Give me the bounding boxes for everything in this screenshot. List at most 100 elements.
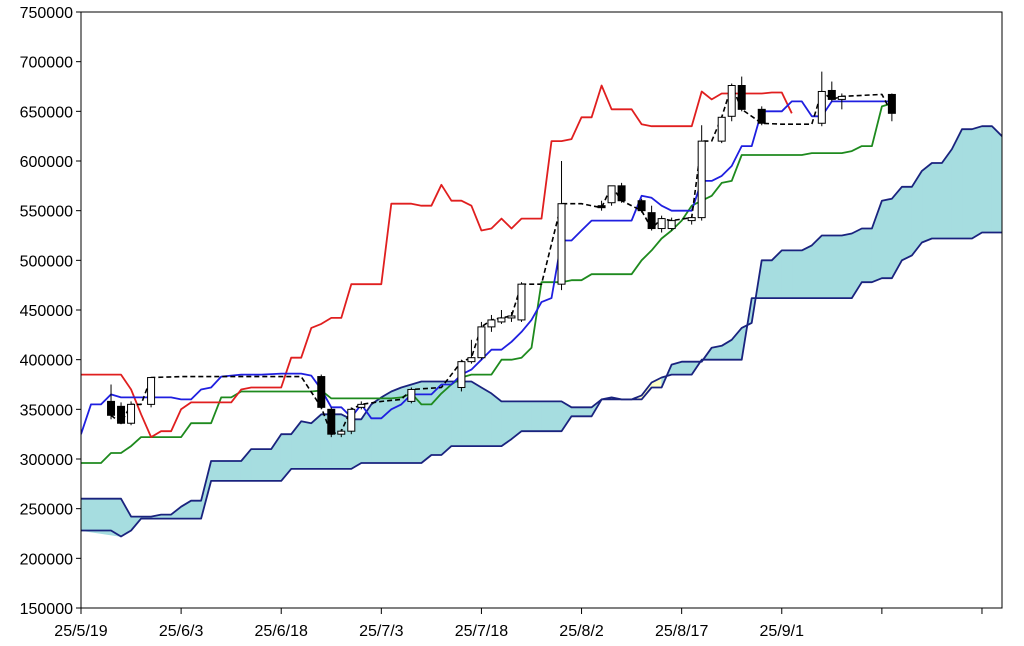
candle-body-up bbox=[657, 218, 666, 230]
cloud-segment bbox=[961, 128, 973, 239]
cloud-segment bbox=[901, 186, 913, 261]
cloud-segment bbox=[831, 235, 843, 299]
candle-body-up bbox=[727, 85, 736, 117]
cloud-segment bbox=[851, 228, 863, 300]
candle bbox=[337, 429, 346, 438]
candle bbox=[517, 282, 526, 322]
x-tick-label: 25/9/1 bbox=[760, 623, 805, 640]
candle bbox=[327, 407, 336, 438]
y-tick-label: 550000 bbox=[20, 204, 73, 221]
cloud-segment bbox=[471, 380, 482, 447]
chikou-span-line bbox=[81, 102, 893, 464]
tenkan-line bbox=[81, 100, 892, 435]
candle-body-up bbox=[357, 403, 366, 408]
cloud-segment bbox=[210, 460, 222, 482]
y-tick-label: 250000 bbox=[20, 502, 73, 519]
candle bbox=[617, 182, 626, 203]
candle-body-up bbox=[517, 283, 526, 321]
y-tick-label: 450000 bbox=[20, 303, 73, 320]
candle-body-down bbox=[737, 85, 746, 110]
candle bbox=[347, 407, 356, 435]
kumo-cloud bbox=[81, 125, 1002, 538]
candle bbox=[117, 402, 126, 425]
y-tick-label: 400000 bbox=[20, 353, 73, 370]
candle bbox=[467, 339, 476, 364]
cloud-segment bbox=[821, 235, 833, 299]
candle bbox=[127, 401, 136, 426]
close-dashed-line bbox=[110, 84, 893, 436]
candle bbox=[607, 185, 616, 206]
senkou-span-lines bbox=[81, 125, 1002, 538]
cloud-segment bbox=[991, 125, 1002, 233]
cloud-segment bbox=[491, 392, 502, 447]
cloud-segment bbox=[791, 250, 803, 299]
candle-body-down bbox=[597, 205, 606, 209]
cloud-segment bbox=[190, 500, 202, 519]
x-tick-label: 25/6/3 bbox=[159, 623, 204, 640]
candle-body-down bbox=[887, 93, 896, 114]
candle bbox=[637, 198, 646, 213]
candle-body-up bbox=[817, 90, 826, 124]
candle bbox=[597, 200, 606, 211]
cloud-segment bbox=[681, 361, 692, 375]
tenkan-sen-line bbox=[81, 100, 892, 435]
cloud-segment bbox=[521, 401, 532, 432]
cloud-segment bbox=[300, 420, 312, 470]
cloud-segment bbox=[981, 125, 993, 233]
y-tick-label: 750000 bbox=[20, 5, 73, 22]
candle-body-up bbox=[467, 357, 476, 363]
cloud-segment bbox=[861, 228, 873, 283]
candle-body-down bbox=[107, 400, 116, 416]
cloud-segment bbox=[931, 162, 943, 239]
cloud-segment bbox=[541, 401, 552, 432]
candle-body-up bbox=[697, 140, 706, 219]
cloud-segment bbox=[801, 244, 813, 299]
candle bbox=[697, 125, 706, 221]
candle-body-up bbox=[347, 408, 356, 432]
candle-body-up bbox=[497, 317, 506, 323]
cloud-segment bbox=[921, 162, 933, 243]
cloud-segment bbox=[461, 381, 472, 447]
y-tick-label: 700000 bbox=[20, 55, 73, 72]
kijun-line bbox=[81, 84, 793, 439]
senkou-span-a-line bbox=[81, 125, 1002, 518]
candle-body-up bbox=[147, 377, 156, 405]
candle bbox=[647, 205, 656, 231]
candle bbox=[477, 321, 486, 360]
candle-body-up bbox=[837, 95, 846, 100]
candle bbox=[147, 377, 156, 408]
x-tick-label: 25/7/18 bbox=[455, 623, 508, 640]
cloud-segment bbox=[941, 148, 953, 239]
candle-body-down bbox=[647, 212, 656, 230]
y-axis-ticks: 150000 200000 250000 300000 350000 400000 4500… bbox=[20, 5, 81, 618]
candle bbox=[887, 93, 896, 122]
x-axis-ticks: 25/5/19 25/6/3 25/6/18 25/7/3 25/7/18 25/8/2 2… bbox=[54, 608, 983, 640]
candle-body-down bbox=[117, 405, 126, 424]
candle bbox=[717, 116, 726, 144]
cloud-segment bbox=[531, 401, 542, 432]
cloud-segment bbox=[451, 381, 462, 447]
x-tick-label: 25/8/2 bbox=[559, 623, 604, 640]
candle-body-up bbox=[337, 430, 346, 435]
candle bbox=[457, 359, 466, 392]
candle bbox=[657, 215, 666, 233]
cloud-segment bbox=[841, 233, 853, 299]
y-tick-label: 200000 bbox=[20, 551, 73, 568]
candle-body-down bbox=[637, 200, 646, 212]
y-tick-label: 150000 bbox=[20, 601, 73, 618]
cloud-segment bbox=[371, 396, 382, 464]
candle bbox=[827, 81, 836, 102]
candle bbox=[837, 93, 846, 110]
candle bbox=[487, 314, 496, 332]
cloud-segment bbox=[230, 460, 242, 482]
x-tick-label: 25/5/19 bbox=[54, 623, 107, 640]
candle bbox=[497, 310, 506, 324]
candle bbox=[727, 83, 736, 122]
y-tick-label: 500000 bbox=[20, 253, 73, 270]
cloud-segment bbox=[881, 198, 893, 279]
candle-body-down bbox=[327, 408, 336, 435]
cloud-segment bbox=[971, 125, 983, 240]
x-tick-label: 25/7/3 bbox=[359, 623, 404, 640]
cloud-segment bbox=[260, 448, 272, 482]
